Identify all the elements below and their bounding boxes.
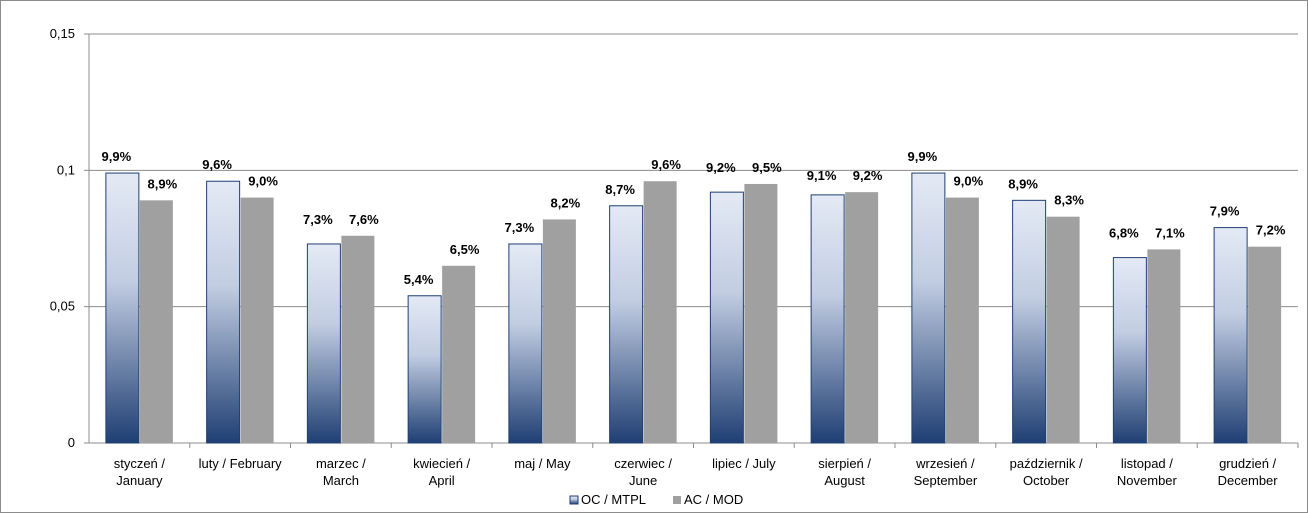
data-label-ac-mod: 6,5% (450, 242, 480, 257)
x-category-label: październik / (1010, 456, 1083, 471)
data-label-oc-mtpl: 8,7% (605, 182, 635, 197)
x-category-label: grudzień / (1219, 456, 1276, 471)
bar-oc-mtpl (105, 172, 140, 444)
bar-oc-mtpl (709, 191, 744, 444)
data-label-ac-mod: 8,9% (148, 176, 178, 191)
bar-ac-mod (1046, 216, 1080, 443)
x-category-label: lipiec / July (712, 456, 776, 471)
data-label-ac-mod: 9,6% (651, 157, 681, 172)
bar-ac-mod (139, 200, 173, 443)
x-category-label: marzec / (316, 456, 366, 471)
bar-oc-mtpl (1112, 257, 1147, 444)
x-category-label: luty / February (199, 456, 283, 471)
bar-ac-mod (240, 197, 274, 443)
x-category-label: styczeń / (114, 456, 166, 471)
data-label-ac-mod: 9,0% (248, 174, 278, 189)
bar-oc-mtpl (810, 194, 845, 444)
data-label-oc-mtpl: 9,1% (807, 168, 837, 183)
bar-oc-mtpl (306, 243, 341, 444)
bar-ac-mod (1147, 249, 1181, 443)
bar-oc-mtpl (407, 295, 442, 444)
y-tick-label: 0,05 (50, 299, 75, 314)
x-category-label: listopad / (1121, 456, 1173, 471)
y-tick-label: 0 (68, 435, 75, 450)
bars (105, 172, 1282, 444)
legend-swatch-oc-mtpl (569, 495, 579, 505)
x-category-label: wrzesień / (915, 456, 975, 471)
x-category-label: June (629, 473, 657, 488)
y-tick-label: 0,1 (57, 162, 75, 177)
bar-oc-mtpl (1012, 199, 1047, 444)
data-label-oc-mtpl: 9,6% (202, 157, 232, 172)
bar-ac-mod (542, 219, 576, 443)
data-label-ac-mod: 9,5% (752, 160, 782, 175)
data-label-ac-mod: 7,1% (1155, 225, 1185, 240)
bar-oc-mtpl (1213, 227, 1248, 444)
y-axis-ticks: 0 0,05 0,1 0,15 (50, 26, 75, 450)
x-category-label: January (116, 473, 163, 488)
data-labels: 9,9% 8,9% 9,6% 9,0% 7,3% 7,6% 5,4% 6,5% 7,3% 8,2%… (102, 149, 1286, 287)
data-label-ac-mod: 7,6% (349, 212, 379, 227)
bar-ac-mod (744, 183, 778, 443)
bar-ac-mod (1248, 246, 1282, 443)
data-label-oc-mtpl: 7,9% (1210, 204, 1240, 219)
x-category-label: sierpień / (818, 456, 871, 471)
data-label-oc-mtpl: 9,9% (102, 149, 132, 164)
data-label-ac-mod: 8,3% (1054, 193, 1084, 208)
gridlines (84, 33, 1299, 448)
data-label-oc-mtpl: 7,3% (505, 220, 535, 235)
x-category-label: December (1218, 473, 1279, 488)
x-category-label: November (1117, 473, 1178, 488)
data-label-oc-mtpl: 9,2% (706, 160, 736, 175)
y-tick-label: 0,15 (50, 26, 75, 41)
data-label-ac-mod: 9,0% (954, 174, 984, 189)
legend-label-oc-mtpl: OC / MTPL (581, 492, 646, 507)
bar-oc-mtpl (609, 205, 644, 444)
x-category-label: October (1023, 473, 1070, 488)
x-category-label: kwiecień / (413, 456, 470, 471)
bar-ac-mod (341, 235, 375, 443)
data-label-ac-mod: 7,2% (1256, 223, 1286, 238)
legend-swatch-ac-mod (673, 496, 681, 504)
x-category-label: August (824, 473, 865, 488)
bar-ac-mod (945, 197, 979, 443)
data-label-oc-mtpl: 8,9% (1008, 176, 1038, 191)
bar-ac-mod (442, 265, 476, 443)
bar-ac-mod (845, 192, 879, 443)
bar-oc-mtpl (206, 180, 241, 444)
x-category-label: September (914, 473, 978, 488)
data-label-oc-mtpl: 5,4% (404, 272, 434, 287)
x-axis-categories: styczeń / January luty / February marzec / M… (114, 456, 1279, 488)
data-label-ac-mod: 8,2% (551, 195, 581, 210)
bar-ac-mod (643, 181, 677, 444)
x-category-label: March (323, 473, 359, 488)
legend: OC / MTPL AC / MOD (569, 492, 743, 507)
legend-label-ac-mod: AC / MOD (684, 492, 743, 507)
x-category-label: czerwiec / (614, 456, 672, 471)
x-category-label: April (429, 473, 455, 488)
data-label-oc-mtpl: 9,9% (908, 149, 938, 164)
data-label-oc-mtpl: 7,3% (303, 212, 333, 227)
x-category-label: maj / May (514, 456, 571, 471)
data-label-ac-mod: 9,2% (853, 168, 883, 183)
bar-oc-mtpl (508, 243, 543, 444)
bar-oc-mtpl (911, 172, 946, 444)
data-label-oc-mtpl: 6,8% (1109, 225, 1139, 240)
